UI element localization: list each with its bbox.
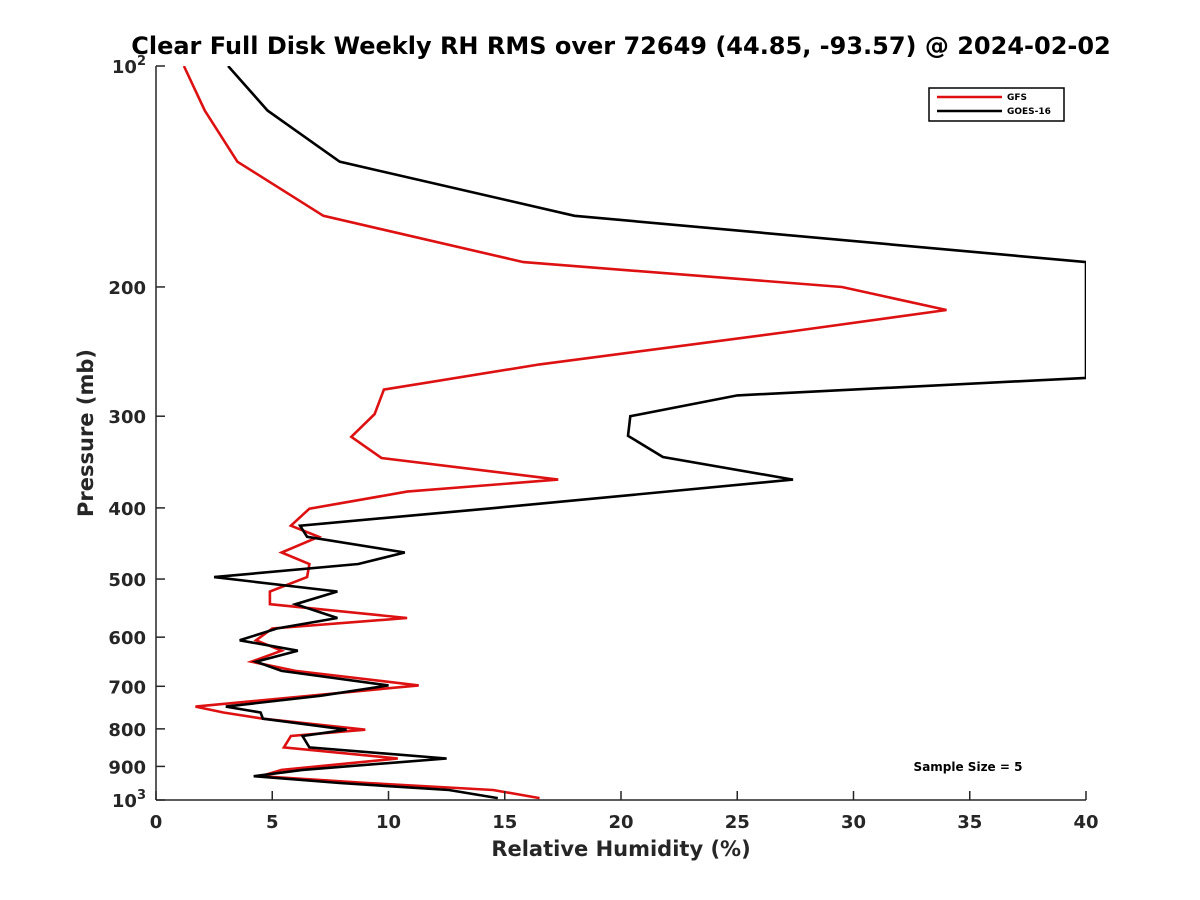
- sample-size-annotation: Sample Size = 5: [914, 760, 1023, 774]
- legend-label-goes16: GOES-16: [1007, 107, 1051, 117]
- legend-box: [928, 87, 1065, 122]
- y-tick-label: 400: [108, 499, 146, 520]
- y-tick-label: 600: [108, 628, 146, 649]
- x-tick-label: 15: [492, 812, 517, 833]
- y-tick-label: 900: [108, 757, 146, 778]
- chart-title: Clear Full Disk Weekly RH RMS over 72649…: [131, 32, 1111, 60]
- series-line-goes16: [213, 66, 1086, 800]
- legend-label-gfs: GFS: [1007, 93, 1027, 103]
- y-tick-label: 300: [108, 407, 146, 428]
- y-axis-label: Pressure (mb): [74, 349, 98, 517]
- x-tick-label: 25: [725, 812, 750, 833]
- series-layer: [182, 66, 1086, 800]
- x-axis-label: Relative Humidity (%): [491, 837, 750, 861]
- plot-area: 0 5 10 15 20 25 30 35 40 102 200 300 400 500 600 700 800…: [108, 54, 1098, 833]
- legend: GFS GOES-16: [928, 87, 1065, 122]
- x-tick-label: 30: [841, 812, 866, 833]
- y-tick-label: 102: [112, 54, 146, 78]
- y-tick-label: 800: [108, 720, 146, 741]
- plot-frame: [156, 66, 1086, 800]
- y-tick-label: 500: [108, 570, 146, 591]
- y-tick-label: 103: [112, 788, 146, 812]
- axis-layer: 0 5 10 15 20 25 30 35 40 102 200 300 400 500 600 700 800…: [108, 54, 1098, 833]
- x-tick-label: 35: [957, 812, 982, 833]
- x-tick-label: 20: [608, 812, 633, 833]
- x-tick-label: 40: [1073, 812, 1098, 833]
- x-tick-label: 10: [376, 812, 401, 833]
- series-line-gfs: [182, 66, 947, 800]
- y-tick-label: 700: [108, 677, 146, 698]
- x-tick-label: 0: [150, 812, 163, 833]
- y-tick-label: 200: [108, 278, 146, 299]
- x-tick-label: 5: [266, 812, 279, 833]
